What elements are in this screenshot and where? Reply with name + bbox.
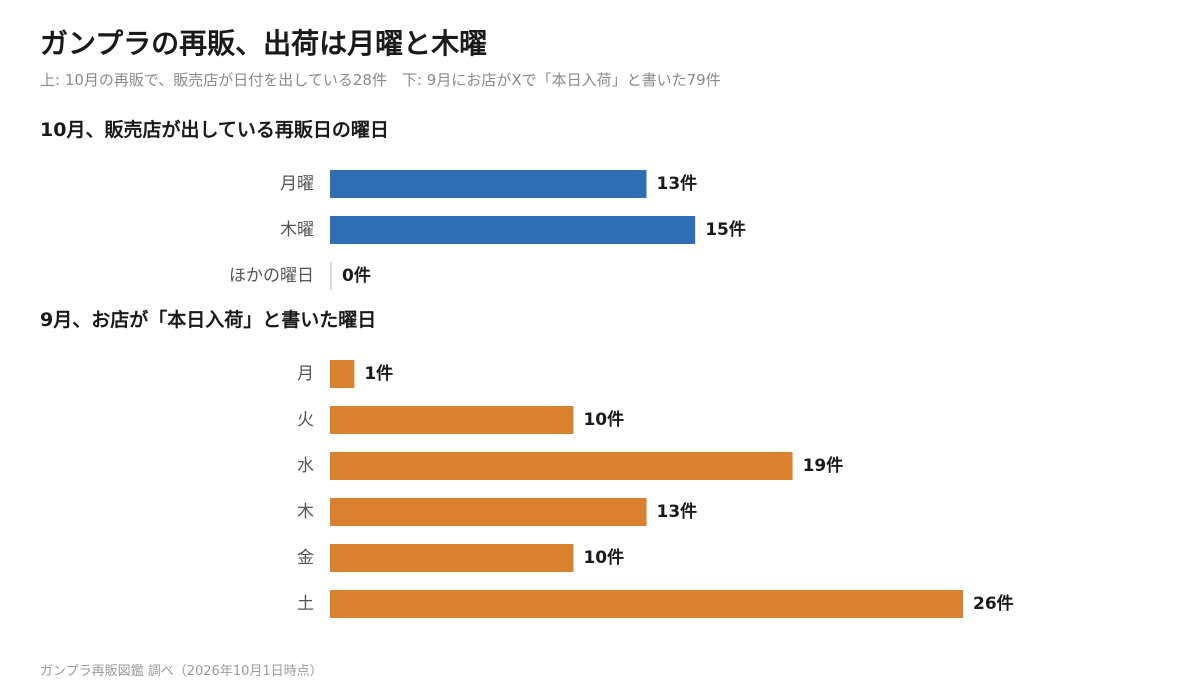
data-label: 19件 [803, 455, 844, 476]
source-footer: ガンプラ再販図鑑 調べ（2026年10月1日時点） [40, 664, 323, 679]
bar [330, 498, 647, 526]
category-label: 木曜 [280, 220, 314, 240]
data-label: 1件 [364, 363, 393, 384]
category-label: ほかの曜日 [229, 266, 314, 286]
data-label: 13件 [657, 173, 698, 194]
bar [330, 590, 963, 618]
data-label: 15件 [705, 219, 746, 240]
bar [330, 170, 647, 198]
category-label: 土 [297, 594, 314, 614]
bar [330, 360, 355, 388]
data-label: 10件 [583, 409, 624, 430]
bar [330, 216, 696, 244]
chart-title: ガンプラの再販、出荷は月曜と木曜 [40, 27, 488, 60]
data-label: 13件 [657, 501, 698, 522]
category-label: 木 [297, 502, 314, 522]
category-label: 金 [297, 548, 314, 568]
data-label: 26件 [973, 593, 1014, 614]
bar [330, 406, 574, 434]
section-title-september: 9月、お店が「本日入荷」と書いた曜日 [40, 309, 377, 331]
data-label: 10件 [583, 547, 624, 568]
chart-subtitle: 上: 10月の再販で、販売店が日付を出している28件 下: 9月にお店がXで「本… [40, 71, 721, 89]
category-label: 水 [297, 456, 314, 476]
data-label: 0件 [342, 265, 371, 286]
section-title-october: 10月、販売店が出している再販日の曜日 [40, 119, 389, 141]
category-label: 火 [297, 410, 314, 430]
bar [330, 452, 793, 480]
category-label: 月 [297, 364, 314, 384]
category-label: 月曜 [280, 174, 314, 194]
bar [330, 544, 574, 572]
